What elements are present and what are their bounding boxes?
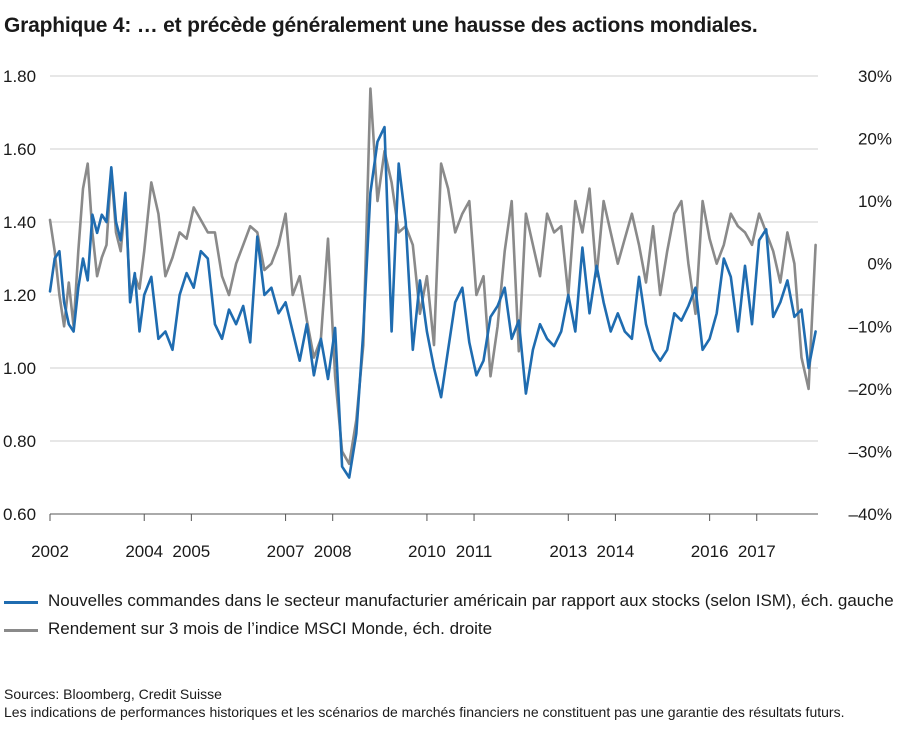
y-right-tick-label: 30% <box>858 67 892 86</box>
x-tick-label: 2004 <box>125 542 163 561</box>
x-tick-label: 2010 <box>408 542 446 561</box>
series-line-msci <box>48 87 817 466</box>
legend-label-msci: Rendement sur 3 mois de l’indice MSCI Mo… <box>48 619 493 638</box>
series-line-ism <box>48 125 817 479</box>
y-right-tick-label: –40% <box>849 505 892 524</box>
y-axis-right: –40% –30% –20% –10% 0% 10% 20% 30% <box>849 67 892 524</box>
sources-text: Sources: Bloomberg, Credit Suisse <box>4 686 222 702</box>
y-left-tick-label: 1.60 <box>3 140 36 159</box>
x-tick-label: 2016 <box>691 542 729 561</box>
y-left-tick-label: 0.60 <box>3 505 36 524</box>
legend-item-msci: Rendement sur 3 mois de l’indice MSCI Mo… <box>4 618 894 640</box>
y-left-tick-label: 1.40 <box>3 213 36 232</box>
legend-label-ism: Nouvelles commandes dans le secteur manu… <box>48 591 894 610</box>
y-right-tick-label: 0% <box>867 255 892 274</box>
series-lines <box>48 87 817 479</box>
legend: Nouvelles commandes dans le secteur manu… <box>4 590 894 646</box>
x-tick-label: 2005 <box>172 542 210 561</box>
disclaimer-text: Les indications de performances historiq… <box>4 704 845 720</box>
x-axis: 2002 2004 2005 2007 2008 2010 2011 2013 2014 2016… <box>31 514 776 561</box>
chart-area: 0.60 0.80 1.00 1.20 1.40 1.60 1.80 –40% –30% –20… <box>3 67 892 561</box>
sources-note: Sources: Bloomberg, Credit Suisse Les in… <box>4 685 894 721</box>
legend-swatch-ism <box>4 601 38 604</box>
legend-item-ism: Nouvelles commandes dans le secteur manu… <box>4 590 894 612</box>
y-left-tick-label: 1.20 <box>3 286 36 305</box>
y-axis-left: 0.60 0.80 1.00 1.20 1.40 1.60 1.80 <box>3 67 36 524</box>
y-right-tick-label: –20% <box>849 380 892 399</box>
x-tick-label: 2007 <box>267 542 305 561</box>
chart-title: Graphique 4: … et précède généralement u… <box>4 14 758 37</box>
y-right-tick-label: –10% <box>849 317 892 336</box>
x-tick-label: 2011 <box>456 542 493 561</box>
y-left-tick-label: 1.80 <box>3 67 36 86</box>
gridlines <box>50 75 818 442</box>
x-tick-label: 2002 <box>31 542 69 561</box>
x-tick-label: 2017 <box>738 542 776 561</box>
x-tick-label: 2008 <box>314 542 352 561</box>
y-left-tick-label: 0.80 <box>3 432 36 451</box>
y-left-tick-label: 1.00 <box>3 359 36 378</box>
x-tick-label: 2014 <box>596 542 634 561</box>
legend-swatch-msci <box>4 629 38 632</box>
y-right-tick-label: 10% <box>858 192 892 211</box>
y-right-tick-label: –30% <box>849 442 892 461</box>
y-right-tick-label: 20% <box>858 130 892 149</box>
x-tick-label: 2013 <box>549 542 587 561</box>
